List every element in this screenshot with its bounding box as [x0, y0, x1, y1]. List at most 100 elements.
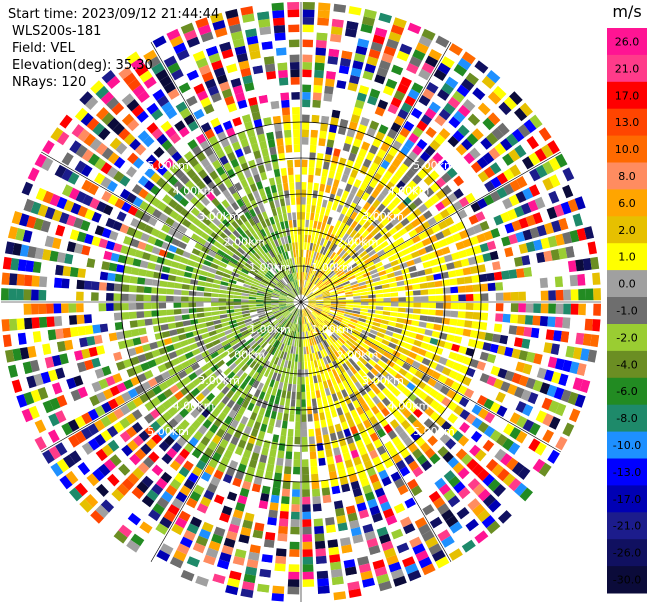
- range-gate: [141, 495, 155, 508]
- range-gate: [352, 293, 361, 297]
- range-gate: [398, 302, 406, 307]
- range-gate: [221, 386, 230, 395]
- range-gate: [365, 245, 374, 254]
- range-gate: [545, 263, 555, 275]
- range-gate: [267, 456, 276, 465]
- range-gate: [526, 135, 540, 150]
- range-gate: [125, 426, 137, 438]
- range-gate: [359, 165, 369, 175]
- range-gate: [197, 24, 212, 36]
- range-gate: [410, 107, 423, 119]
- range-gate: [225, 127, 236, 138]
- range-gate: [422, 504, 435, 516]
- range-gate: [366, 537, 379, 548]
- range-gate: [348, 6, 362, 16]
- range-gate: [489, 250, 499, 261]
- range-gate: [362, 271, 371, 278]
- range-gate: [303, 308, 307, 316]
- range-gate: [477, 468, 490, 482]
- range-gate: [113, 421, 125, 434]
- range-gate: [225, 237, 234, 245]
- range-gate: [292, 376, 297, 385]
- range-gate: [441, 82, 454, 95]
- range-gate: [309, 313, 316, 321]
- range-gate: [432, 95, 446, 107]
- range-gate: [421, 221, 431, 230]
- range-gate: [386, 402, 396, 413]
- range-gate: [125, 179, 137, 191]
- range-gate: [190, 279, 199, 285]
- range-gate: [326, 418, 334, 427]
- range-gate: [200, 31, 214, 43]
- range-gate: [46, 290, 54, 301]
- range-gate: [200, 363, 210, 372]
- range-gate: [190, 185, 200, 196]
- range-gate: [590, 334, 600, 348]
- range-gate: [362, 326, 371, 333]
- range-gate: [316, 279, 323, 286]
- range-gate: [392, 246, 401, 254]
- range-gate: [202, 378, 212, 387]
- range-gate: [27, 167, 40, 182]
- range-gate: [151, 159, 163, 171]
- range-gate: [439, 385, 450, 396]
- range-gate: [323, 256, 330, 265]
- range-gate: [183, 29, 198, 41]
- range-gate: [310, 345, 315, 354]
- range-gate: [243, 425, 252, 435]
- range-gate: [126, 226, 137, 237]
- range-gate: [414, 101, 427, 113]
- range-gate: [174, 315, 183, 322]
- range-gate: [458, 396, 470, 408]
- range-gate: [161, 330, 171, 338]
- range-gate: [333, 591, 347, 601]
- range-gate: [483, 425, 496, 438]
- range-gate: [511, 348, 521, 359]
- range-gate: [541, 193, 553, 207]
- range-gate: [289, 406, 295, 415]
- range-gate: [477, 509, 491, 523]
- range-gate: [79, 91, 93, 105]
- range-gate: [334, 350, 341, 359]
- range-gate: [379, 417, 389, 428]
- range-gate: [289, 274, 293, 282]
- range-gate: [282, 213, 288, 222]
- range-gate: [502, 117, 516, 131]
- range-gate: [547, 449, 560, 464]
- range-gate: [331, 226, 338, 235]
- range-gate: [281, 488, 290, 497]
- range-gate: [435, 309, 444, 316]
- range-gate: [378, 328, 387, 334]
- range-gate: [302, 84, 312, 93]
- range-gate: [368, 305, 376, 310]
- range-gate: [251, 244, 259, 252]
- range-gate: [350, 449, 360, 459]
- range-gate: [453, 175, 465, 187]
- range-gate: [238, 339, 247, 346]
- range-gate: [236, 52, 249, 63]
- range-gate: [95, 142, 108, 156]
- range-gate: [211, 311, 220, 316]
- range-gate: [201, 71, 214, 83]
- range-gate: [469, 235, 479, 246]
- range-gate: [310, 250, 315, 259]
- range-gate: [383, 45, 397, 57]
- range-gate: [346, 302, 354, 305]
- range-gate: [211, 533, 224, 544]
- range-gate: [342, 490, 353, 500]
- range-gate: [308, 299, 316, 301]
- range-gate: [94, 187, 106, 199]
- range-gate: [424, 484, 437, 497]
- range-gate: [319, 313, 327, 319]
- range-gate: [389, 282, 398, 288]
- range-gate: [335, 228, 342, 237]
- range-gate: [354, 99, 365, 109]
- range-gate: [360, 23, 374, 34]
- range-gate: [216, 347, 226, 355]
- range-gate: [319, 284, 327, 290]
- range-gate: [101, 333, 110, 343]
- range-gate: [433, 323, 442, 331]
- range-gate: [134, 249, 144, 259]
- range-gate: [315, 303, 324, 306]
- range-gate: [254, 335, 262, 342]
